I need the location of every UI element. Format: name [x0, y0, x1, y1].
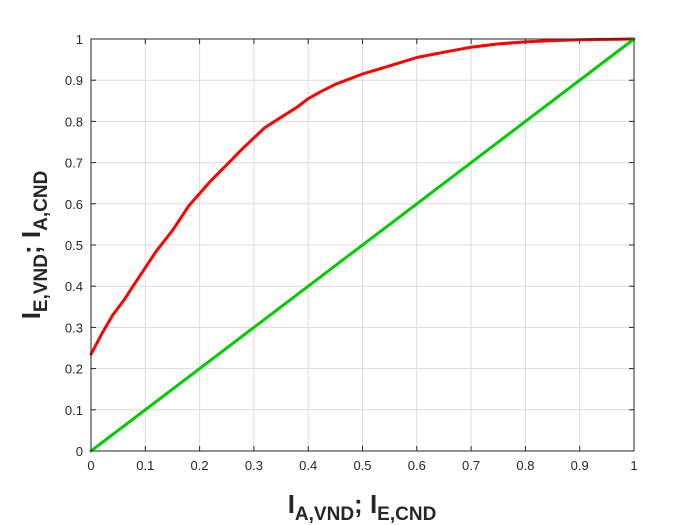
- x-axis-label-sub2: E,CND: [377, 504, 436, 525]
- series-line-1: [89, 37, 636, 356]
- x-tick-label: 0.9: [571, 458, 589, 473]
- y-tick-label: 0: [76, 444, 83, 459]
- x-tick-label: 0.3: [245, 458, 263, 473]
- x-tick-label: 0.5: [353, 458, 371, 473]
- y-axis-label-main: I: [16, 312, 46, 319]
- tick-labels: 0 0.1 0.2 0.3 0.4 0.5 0.6 0.7 0.8 0.9 1 0 0.1 0.2 0.3 0…: [65, 32, 638, 473]
- ticks: [90, 38, 635, 452]
- x-axis-label-sep: ;: [354, 489, 370, 519]
- x-axis-label-main2: I: [370, 489, 377, 519]
- series-line-2: [89, 37, 636, 453]
- y-tick-label: 0.6: [65, 197, 83, 212]
- x-axis-label-main: I: [288, 489, 295, 519]
- y-tick-label: 0.3: [65, 320, 83, 335]
- y-tick-label: 0.4: [65, 279, 83, 294]
- x-tick-label: 0.6: [408, 458, 426, 473]
- series-group: [89, 37, 636, 453]
- x-axis-label: IA,VND; IE,CND: [288, 489, 437, 525]
- y-axis-label: IE,VND; IA,CND: [16, 171, 52, 320]
- y-tick-label: 1: [76, 32, 83, 47]
- x-tick-label: 1: [630, 458, 637, 473]
- y-tick-label: 0.5: [65, 238, 83, 253]
- x-tick-label: 0.4: [299, 458, 317, 473]
- x-tick-label: 0: [87, 458, 94, 473]
- x-tick-label: 0.2: [191, 458, 209, 473]
- y-tick-label: 0.1: [65, 403, 83, 418]
- y-tick-label: 0.7: [65, 156, 83, 171]
- x-tick-label: 0.8: [516, 458, 534, 473]
- y-tick-label: 0.9: [65, 73, 83, 88]
- y-axis-label-sep: ;: [16, 238, 46, 254]
- y-tick-label: 0.2: [65, 362, 83, 377]
- y-axis-label-sub2: A,CND: [31, 171, 52, 231]
- x-tick-label: 0.7: [462, 458, 480, 473]
- y-axis-label-main2: I: [16, 231, 46, 238]
- y-tick-label: 0.8: [65, 114, 83, 129]
- x-axis-label-sub: A,VND: [295, 504, 354, 525]
- y-axis-label-sub: E,VND: [31, 254, 52, 312]
- x-tick-label: 0.1: [136, 458, 154, 473]
